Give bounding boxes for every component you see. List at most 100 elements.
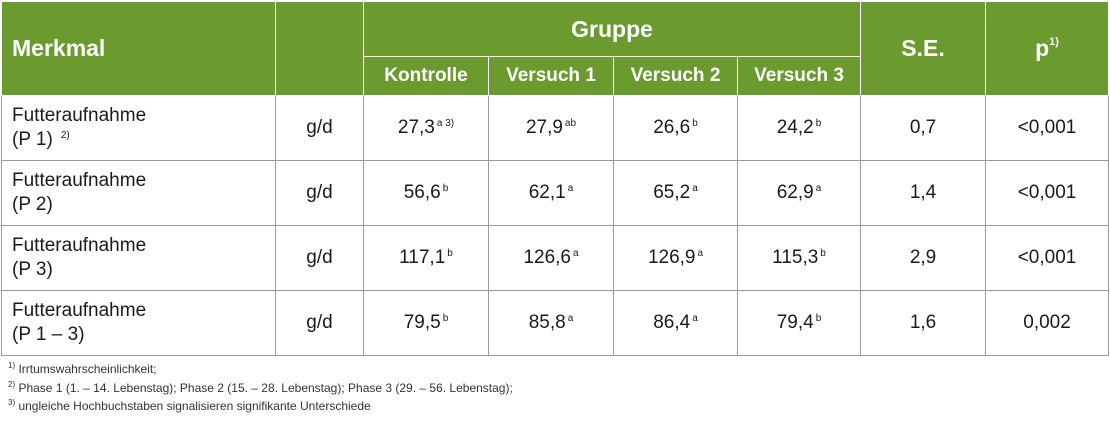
value-number: 126,6: [523, 247, 571, 268]
p-value-cell: <0,001: [985, 225, 1110, 291]
results-table: Merkmal Gruppe S.E. p1) Kontrolle Versuc…: [1, 1, 1110, 356]
unit-cell: g/d: [275, 160, 364, 226]
significance-letter: a: [692, 182, 698, 194]
value-cell: 24,2 b: [736, 95, 862, 161]
header-group-versuch-1: Versuch 1: [488, 56, 614, 96]
footnote-3: 3) ungleiche Hochbuchstaben signalisiere…: [8, 397, 513, 416]
header-group-versuch-3: Versuch 3: [736, 56, 862, 96]
table-row: Futteraufnahme (P 2) g/d 56,6 b 62,1 a 65,2 a 62,…: [1, 160, 1110, 226]
significance-letter: b: [447, 247, 453, 259]
significance-letter: a 3): [436, 117, 455, 129]
footnote-1: 1) Irrtumswahrscheinlichkeit;: [8, 360, 513, 379]
value-cell: 79,4 b: [736, 290, 862, 356]
significance-letter: b: [815, 312, 822, 324]
value-number: 27,3: [397, 117, 435, 138]
value-cell: 86,4 a: [613, 290, 738, 356]
value-number: 79,5: [403, 312, 441, 333]
value-number: 85,8: [528, 312, 566, 333]
significance-letter: a: [692, 312, 698, 324]
se-cell: 2,9: [860, 225, 987, 291]
value-cell: 26,6 b: [613, 95, 738, 161]
significance-letter: b: [442, 182, 449, 194]
unit-cell: g/d: [275, 290, 364, 356]
value-cell: 56,6 b: [363, 160, 489, 226]
merkmal-line2: (P 2): [12, 194, 53, 215]
table-row: Futteraufnahme (P 3) g/d 117,1 b 126,6 a 126,9 a…: [1, 225, 1110, 291]
significance-letter: a: [572, 247, 579, 259]
se-cell: 1,4: [860, 160, 987, 226]
value-cell: 62,1 a: [488, 160, 614, 226]
value-number: 27,9: [525, 117, 563, 138]
significance-letter: a: [697, 247, 704, 259]
value-cell: 126,6 a: [488, 225, 614, 291]
header-group-kontrolle: Kontrolle: [363, 56, 489, 96]
value-cell: 79,5 b: [363, 290, 489, 356]
value-number: 126,9: [647, 247, 696, 268]
significance-letter: a: [815, 182, 822, 194]
merkmal-cell: Futteraufnahme (P 3): [1, 225, 276, 291]
value-cell: 115,3 b: [736, 225, 862, 291]
value-cell: 85,8 a: [488, 290, 614, 356]
value-number: 62,9: [776, 182, 814, 203]
unit-cell: g/d: [275, 225, 364, 291]
header-p-footnote-ref: 1): [1049, 36, 1059, 49]
significance-letter: b: [692, 117, 698, 129]
header-unit: [275, 1, 364, 96]
significance-letter: a: [567, 312, 574, 324]
value-number: 115,3: [772, 247, 819, 268]
significance-letter: b: [442, 312, 449, 324]
header-p: p1): [985, 1, 1110, 96]
merkmal-line1: Futteraufnahme: [12, 300, 147, 321]
merkmal-cell: Futteraufnahme (P 1) 2): [1, 95, 276, 161]
footnote-3-marker: 3): [8, 398, 16, 407]
p-value-cell: 0,002: [985, 290, 1110, 356]
value-number: 24,2: [776, 117, 814, 138]
footnote-2-text: Phase 1 (1. – 14. Lebenstag); Phase 2 (1…: [15, 380, 513, 395]
value-cell: 62,9 a: [736, 160, 862, 226]
table-row: Futteraufnahme (P 1) 2) g/d 27,3 a 3) 27,9 ab 26…: [1, 95, 1110, 161]
header-row-groups: Kontrolle Versuch 1 Versuch 2 Versuch 3: [2, 56, 1109, 96]
header-merkmal: Merkmal: [1, 1, 276, 96]
merkmal-line1: Futteraufnahme: [12, 235, 147, 256]
value-number: 56,6: [403, 182, 441, 203]
footnote-3-text: ungleiche Hochbuchstaben signalisieren s…: [15, 399, 371, 413]
value-cell: 27,9 ab: [488, 95, 614, 161]
merkmal-line1: Futteraufnahme: [12, 105, 147, 126]
se-cell: 0,7: [860, 95, 987, 161]
value-cell: 27,3 a 3): [363, 95, 489, 161]
header-row-top: Merkmal Gruppe S.E. p1): [1, 1, 1110, 96]
value-number: 26,6: [653, 117, 691, 138]
merkmal-line2: (P 3): [12, 259, 53, 280]
merkmal-line2: (P 1): [12, 129, 53, 150]
table-row: Futteraufnahme (P 1 – 3) g/d 79,5 b 85,8 a 86,4…: [1, 290, 1110, 356]
header-group-versuch-2: Versuch 2: [613, 56, 738, 96]
significance-letter: a: [567, 182, 574, 194]
footnote-2: 2) Phase 1 (1. – 14. Lebenstag); Phase 2…: [8, 379, 513, 398]
value-number: 62,1: [528, 182, 566, 203]
merkmal-footnote-ref: 2): [60, 129, 70, 141]
header-gruppe: Gruppe: [362, 1, 862, 57]
p-value-cell: <0,001: [985, 160, 1110, 226]
value-number: 86,4: [653, 312, 691, 333]
significance-letter: b: [820, 247, 826, 259]
footnote-2-marker: 2): [8, 379, 16, 389]
value-cell: 117,1 b: [363, 225, 489, 291]
merkmal-cell: Futteraufnahme (P 2): [1, 160, 276, 226]
table-body: Futteraufnahme (P 1) 2) g/d 27,3 a 3) 27,9 ab 26…: [1, 95, 1110, 356]
se-cell: 1,6: [860, 290, 987, 356]
value-number: 117,1: [399, 247, 446, 268]
p-value-cell: <0,001: [985, 95, 1110, 161]
footnote-1-marker: 1): [8, 361, 16, 370]
header-se: S.E.: [860, 1, 987, 96]
merkmal-line1: Futteraufnahme: [12, 170, 147, 191]
significance-letter: ab: [564, 117, 577, 129]
value-number: 79,4: [776, 312, 814, 333]
unit-cell: g/d: [275, 95, 364, 161]
value-cell: 126,9 a: [613, 225, 738, 291]
header-p-label: p: [1035, 35, 1050, 61]
value-cell: 65,2 a: [613, 160, 738, 226]
value-number: 65,2: [653, 182, 691, 203]
footnote-1-text: Irrtumswahrscheinlichkeit;: [15, 362, 157, 376]
significance-letter: b: [815, 117, 822, 129]
footnotes: 1) Irrtumswahrscheinlichkeit; 2) Phase 1…: [8, 360, 513, 416]
